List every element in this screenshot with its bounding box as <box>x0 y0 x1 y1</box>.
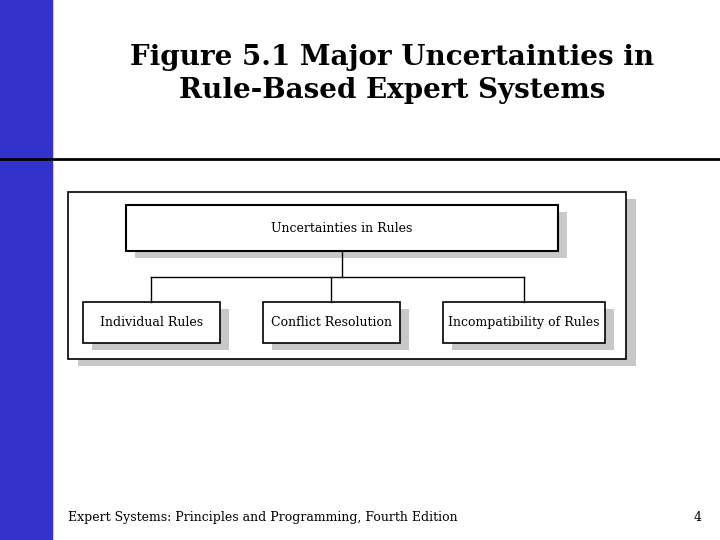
Bar <box>272 309 409 350</box>
Bar <box>263 302 400 343</box>
Bar <box>0 0 52 540</box>
Text: Figure 5.1 Major Uncertainties in
Rule-Based Expert Systems: Figure 5.1 Major Uncertainties in Rule-B… <box>130 44 654 104</box>
Bar <box>92 309 229 350</box>
Text: Incompatibility of Rules: Incompatibility of Rules <box>448 316 600 329</box>
Bar <box>135 212 567 258</box>
Text: 4: 4 <box>694 511 702 524</box>
Text: Individual Rules: Individual Rules <box>99 316 203 329</box>
Text: Uncertainties in Rules: Uncertainties in Rules <box>271 221 413 235</box>
Bar <box>126 205 558 251</box>
Text: Expert Systems: Principles and Programming, Fourth Edition: Expert Systems: Principles and Programmi… <box>68 511 458 524</box>
Bar <box>443 302 605 343</box>
Bar <box>78 199 636 366</box>
Text: Conflict Resolution: Conflict Resolution <box>271 316 392 329</box>
Bar <box>452 309 614 350</box>
Bar <box>83 302 220 343</box>
Bar <box>68 192 626 359</box>
